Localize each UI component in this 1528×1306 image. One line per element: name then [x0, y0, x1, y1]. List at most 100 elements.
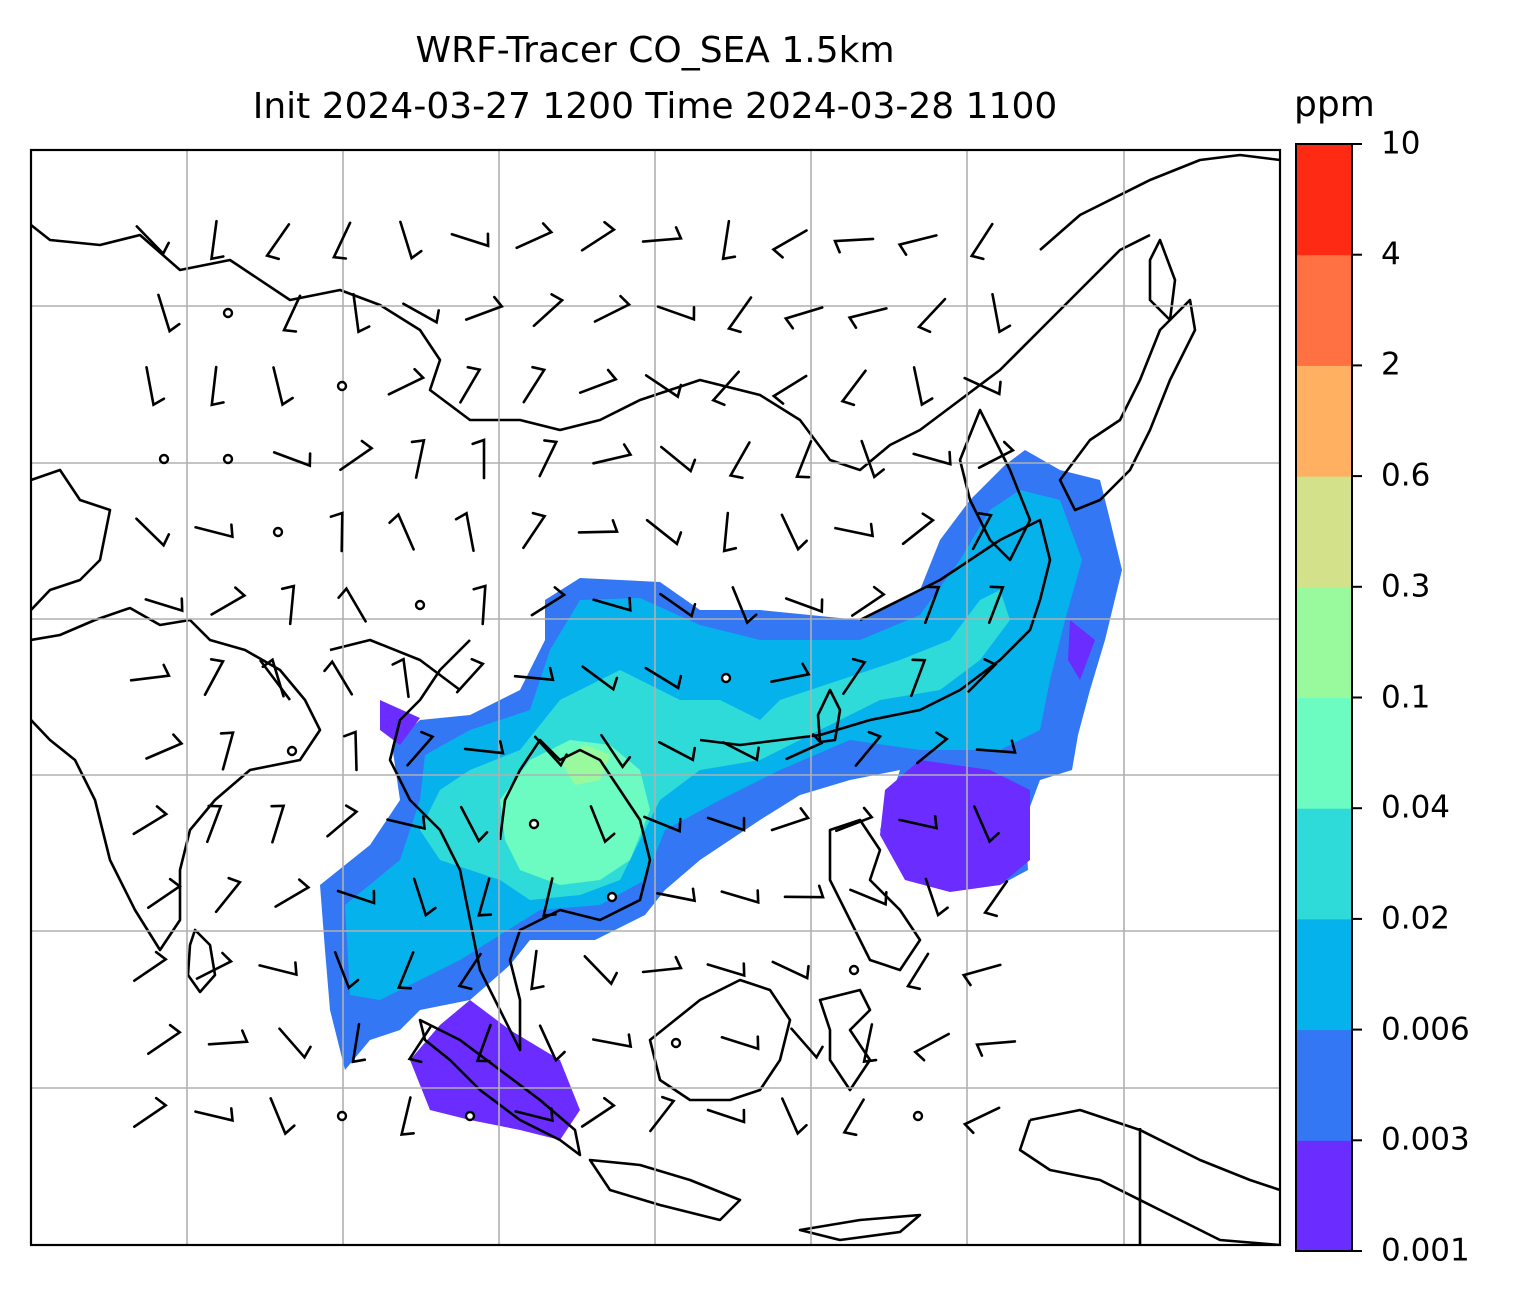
wind-barb [849, 888, 888, 907]
wind-barb [272, 451, 312, 468]
wind-barb [457, 952, 482, 991]
colorbar-tick-label: 2 [1381, 346, 1401, 383]
wind-barb [641, 226, 683, 243]
wind-barb [643, 815, 682, 833]
wind-barb [412, 877, 437, 918]
calm-wind-marker [464, 1110, 476, 1122]
wind-barb [840, 369, 867, 407]
wind-barb [464, 295, 504, 321]
wind-barb [399, 220, 423, 261]
colorbar-bin [1296, 1140, 1352, 1252]
wind-barb [912, 450, 952, 466]
wind-barb [913, 1032, 950, 1062]
wind-barb [538, 439, 559, 478]
wind-barb [144, 597, 184, 613]
wind-barb [326, 804, 359, 838]
wind-barb [274, 878, 311, 908]
wind-barb [399, 1096, 415, 1136]
wind-barb [530, 586, 567, 617]
wind-barb [731, 586, 758, 625]
coastline-java [588, 1158, 742, 1222]
wind-barb [783, 884, 825, 899]
wind-barb [975, 739, 1017, 754]
wind-barb [659, 592, 697, 619]
coastline-timor [798, 1213, 922, 1242]
wind-barb [971, 511, 993, 551]
wind-barb [967, 658, 998, 693]
wind-barb [329, 511, 344, 553]
wind-barb [977, 440, 1016, 469]
wind-barb [847, 307, 888, 329]
wind-barb [916, 731, 949, 765]
wind-barb [396, 951, 415, 990]
wind-barb [533, 735, 568, 768]
map-title: WRF-Tracer CO_SEA 1.5km [415, 30, 895, 71]
wind-barb [343, 730, 358, 772]
wind-barb [135, 517, 171, 548]
wind-barb [391, 657, 410, 699]
colorbar-tick-label: 0.04 [1381, 789, 1451, 826]
map-subtitle: Init 2024-03-27 1200 Time 2024-03-28 110… [252, 86, 1058, 127]
wind-barb [910, 658, 927, 698]
wind-barb [147, 877, 182, 909]
wind-barb [862, 1023, 878, 1064]
wind-barb [854, 730, 883, 767]
coastline-china-east [699, 518, 1052, 747]
wind-barb [851, 585, 886, 617]
map-frame [29, 148, 1282, 1247]
coastline-sumatra [418, 1018, 582, 1157]
wind-barb [135, 225, 170, 256]
wind-barb [720, 889, 760, 905]
wind-barb [770, 662, 811, 683]
wind-barb [132, 805, 169, 836]
calm-wind-marker [912, 1110, 924, 1122]
colorbar-frame [1295, 143, 1353, 1252]
colorbar-bin [1296, 1029, 1352, 1141]
coastline-philippines [828, 818, 922, 972]
calm-wind-marker [720, 672, 732, 684]
wind-barb [387, 367, 426, 396]
concentration-level-0.001 [410, 1000, 580, 1140]
wind-barb [450, 232, 490, 248]
wind-barb [339, 439, 374, 472]
wind-barb [145, 733, 184, 760]
coastline-borneo [648, 978, 792, 1102]
wind-barb [351, 1022, 367, 1064]
wind-barb [477, 877, 493, 917]
wind-barb [269, 1097, 296, 1136]
wind-barb [649, 1095, 676, 1133]
colorbar-tick-label: 0.02 [1381, 900, 1451, 937]
wind-barb [331, 221, 352, 260]
colorbar-tick-label: 10 [1381, 125, 1421, 162]
wind-barb [133, 950, 168, 982]
wind-barb [593, 294, 632, 323]
wind-barb [581, 665, 619, 692]
wind-barb [924, 877, 949, 918]
wind-barb [833, 237, 875, 254]
wind-barb [459, 365, 482, 404]
wind-barb [600, 733, 632, 770]
coastlines [31, 153, 1280, 1245]
colorbar-tick-label: 0.6 [1381, 457, 1431, 494]
wind-barb [780, 513, 808, 552]
colorbar-bin [1296, 918, 1352, 1031]
wind-barb [969, 222, 994, 261]
wind-barb [194, 523, 234, 539]
wind-barb [145, 366, 166, 407]
wind-barb [471, 438, 486, 480]
wind-barb [656, 887, 697, 903]
wind-barb [264, 223, 291, 261]
wind-barb [522, 511, 547, 550]
wind-barb [656, 305, 696, 322]
wind-barb [472, 584, 487, 626]
wind-barb [406, 730, 435, 767]
wind-barb [834, 522, 875, 538]
colorbar-bin [1296, 476, 1352, 588]
wind-barb [706, 962, 746, 978]
wind-barb [530, 949, 545, 991]
calm-wind-marker [222, 307, 234, 319]
wind-barb [210, 365, 225, 407]
wind-barb [203, 658, 226, 696]
wind-barb [337, 586, 367, 623]
wind-barbs [129, 219, 1017, 1137]
